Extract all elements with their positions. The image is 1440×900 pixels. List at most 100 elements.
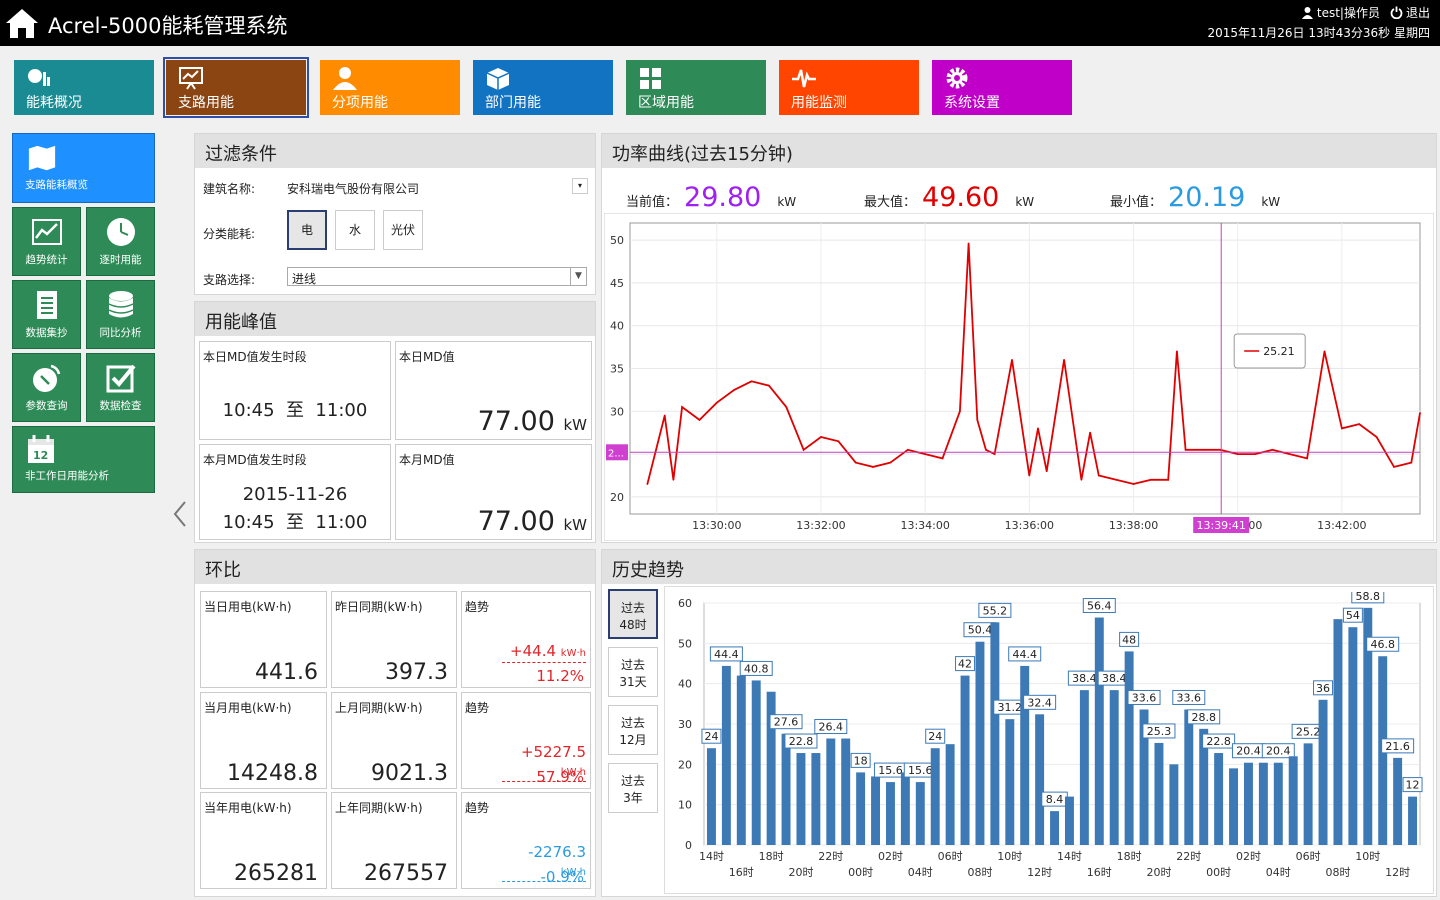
building-select[interactable]: 安科瑞电气股份有限公司 ▾	[283, 176, 588, 198]
trend-icon	[31, 219, 62, 245]
nav-item-6[interactable]: 12 非工作日用能分析	[12, 426, 155, 493]
history-x-tick-lower: 20时	[1146, 866, 1171, 879]
month-period-cell: 本月MD值发生时段 2015-11-26 10:45 至 11:00	[199, 444, 391, 540]
history-x-tick-upper: 02时	[1236, 850, 1261, 863]
power-min: 最小值： 20.19 kW	[1110, 182, 1280, 213]
module-tile-4[interactable]: 区域用能	[626, 60, 766, 115]
module-tile-3[interactable]: 部门用能	[473, 60, 613, 115]
nav-item-5[interactable]: 数据检查	[86, 353, 155, 422]
month-period-value: 10:45 至 11:00	[222, 512, 368, 533]
nav-label: 趋势统计	[25, 254, 68, 266]
history-bar	[1124, 651, 1134, 845]
nav-item-4[interactable]: 参数查询	[12, 353, 81, 422]
module-tile-5[interactable]: 用能监测	[779, 60, 919, 115]
history-x-tick-upper: 10时	[1355, 850, 1380, 863]
nav-item-2[interactable]: 数据集抄	[12, 280, 81, 349]
power-point	[1149, 478, 1152, 481]
ratio-trend-percent: 57.9%	[536, 768, 584, 786]
history-bar	[1229, 768, 1239, 845]
history-data-label: 32.4	[1027, 696, 1052, 709]
history-bar	[1139, 709, 1149, 845]
history-y-tick: 50	[678, 637, 692, 650]
user-icon	[1301, 7, 1313, 19]
history-data-label: 48	[1122, 633, 1136, 646]
category-water[interactable]: 水	[335, 210, 375, 250]
module-tile-0[interactable]: 能耗概况	[14, 60, 154, 115]
module-tile-2[interactable]: 分项用能	[320, 60, 460, 115]
nav-label: 数据集抄	[25, 327, 68, 339]
power-y-tick: 20	[610, 491, 624, 504]
power-x-tick: 13:32:00	[796, 519, 845, 532]
history-x-tick-upper: 22时	[1176, 850, 1201, 863]
collapse-arrow-icon[interactable]	[172, 500, 188, 528]
ratio-trend-percent: 11.2%	[536, 667, 584, 685]
user-icon	[333, 67, 357, 90]
history-data-label-box	[739, 660, 773, 676]
user-area: test|操作员 退出	[1301, 4, 1430, 21]
power-reference-badge	[606, 444, 628, 461]
ratio-current-value: 441.6	[255, 660, 318, 685]
power-point	[820, 436, 822, 438]
history-range-button[interactable]: 过去 12月	[608, 705, 658, 755]
branch-select[interactable]: 进线 ▼	[287, 267, 587, 286]
ratio-panel: 环比 当日用电(kW·h) 441.6 昨日同期(kW·h) 397.3 趋势 +44.4…	[194, 549, 596, 897]
power-chart[interactable]: 2025303540455013:30:0013:32:0013:34:0013…	[604, 213, 1434, 541]
nav-item-0[interactable]: 趋势统计	[12, 207, 81, 276]
logout-button[interactable]: 退出	[1390, 4, 1430, 21]
chevron-down-icon[interactable]: ▼	[570, 268, 586, 285]
peak-panel: 用能峰值 本日MD值发生时段 10:45 至 11:00 本日MD值 77.00…	[194, 301, 596, 543]
nav-item-branch-overview[interactable]: 支路能耗概览	[12, 133, 155, 203]
history-chart[interactable]: 0 10 20 30 40 50 60 24 44.4 40.8 27.6 22.8 26.4 18 15.…	[670, 592, 1432, 892]
history-data-label: 33.6	[1132, 691, 1157, 704]
history-x-tick-upper: 22时	[818, 850, 843, 863]
power-x-tick: 13:36:00	[1005, 519, 1054, 532]
ratio-trend-delta-value: +44.4	[510, 642, 557, 660]
history-data-label: 31.2	[998, 701, 1023, 714]
module-tile-1[interactable]: 支路用能	[163, 57, 309, 118]
power-point	[1028, 474, 1031, 477]
category-solar[interactable]: 光伏	[383, 210, 423, 250]
history-x-tick-upper: 06时	[1296, 850, 1321, 863]
month-md-label: 本月MD值	[399, 453, 455, 467]
history-range-button[interactable]: 过去 48时	[608, 589, 658, 639]
history-data-label: 22.8	[789, 735, 814, 748]
history-data-label: 27.6	[774, 716, 799, 729]
power-point	[1089, 431, 1092, 434]
history-bar	[706, 748, 716, 845]
database-icon	[108, 291, 133, 318]
power-point	[967, 242, 970, 245]
power-point	[672, 478, 675, 481]
history-data-label-box	[850, 752, 871, 768]
history-bar	[945, 744, 955, 845]
nav-item-3[interactable]: 同比分析	[86, 280, 155, 349]
history-data-label-box	[1381, 738, 1415, 754]
history-range-button[interactable]: 过去 3年	[608, 763, 658, 813]
history-range-l2: 31天	[619, 675, 647, 689]
history-range-l1: 过去	[620, 658, 645, 672]
history-y-tick: 60	[678, 597, 692, 610]
power-reference-label: 2...	[608, 448, 624, 459]
nav-label: 同比分析	[99, 327, 142, 339]
power-point	[993, 453, 996, 455]
history-range-button[interactable]: 过去 31天	[608, 647, 658, 697]
history-bar	[1169, 764, 1179, 845]
home-icon[interactable]	[4, 5, 40, 41]
history-bar	[871, 776, 881, 845]
satellite-icon	[32, 364, 60, 392]
user-link[interactable]: test|操作员	[1301, 4, 1380, 21]
power-x-tick: 13:30:00	[692, 519, 741, 532]
module-tile-6[interactable]: 系统设置	[932, 60, 1072, 115]
history-data-label: 24	[704, 730, 718, 743]
power-x-tick: 13:34:00	[900, 519, 949, 532]
nav-item-1[interactable]: 逐时用能	[86, 207, 155, 276]
current-label: 当前值：	[626, 195, 679, 210]
category-electric[interactable]: 电	[287, 210, 327, 250]
history-data-label-box	[1119, 631, 1140, 647]
power-y-tick: 30	[610, 405, 624, 418]
dropdown-icon[interactable]: ▾	[572, 178, 588, 194]
ratio-trend-unit: kW·h	[560, 867, 586, 878]
power-y-tick: 40	[610, 320, 624, 333]
power-point	[872, 466, 874, 468]
power-point	[646, 483, 649, 485]
history-data-label-box	[1261, 743, 1295, 759]
